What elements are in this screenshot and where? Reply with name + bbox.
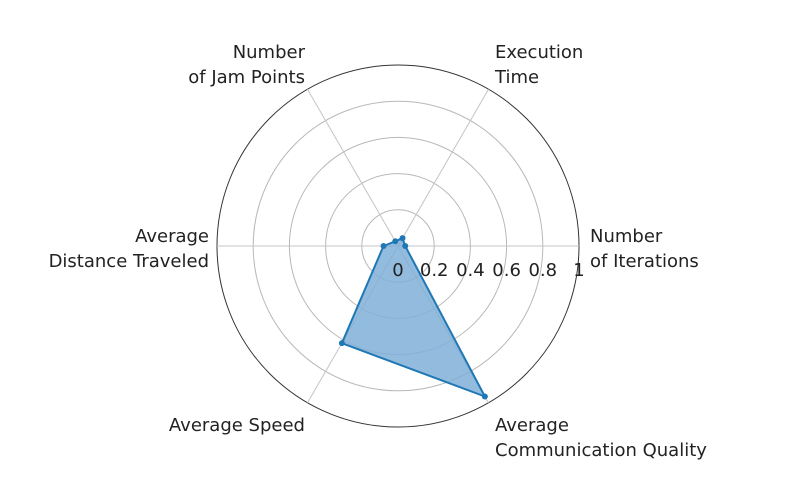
axis-label-line: Time <box>494 67 539 88</box>
axis-label-4: Average Speed <box>169 415 305 436</box>
axis-label-line: Communication Quality <box>495 440 707 461</box>
radial-tick-5: 1 <box>573 260 584 281</box>
data-point-3 <box>380 243 387 249</box>
data-point-2 <box>392 238 399 245</box>
axis-label-line: of Iterations <box>590 251 699 272</box>
data-point-4 <box>338 340 345 347</box>
axis-label-line: Average Speed <box>169 415 305 436</box>
radar-series <box>338 235 488 400</box>
radial-tick-labels: 0 0.2 0.4 0.6 0.8 1 <box>392 260 584 281</box>
radial-tick-3: 0.6 <box>492 260 521 281</box>
radial-tick-1: 0.2 <box>420 260 449 281</box>
axis-label-5: Average Communication Quality <box>495 415 707 461</box>
data-point-0 <box>402 243 409 249</box>
axis-label-line: of Jam Points <box>188 67 305 88</box>
axis-spoke-1 <box>397 88 489 247</box>
axis-spoke-2 <box>307 88 399 247</box>
axis-label-line: Average <box>495 415 569 436</box>
data-point-1 <box>399 235 406 242</box>
axis-label-0: Number of Iterations <box>590 226 699 272</box>
axis-label-2: Number of Jam Points <box>188 42 305 88</box>
axis-label-line: Number <box>233 42 306 63</box>
axis-label-line: Execution <box>495 42 583 63</box>
radial-tick-4: 0.8 <box>528 260 557 281</box>
series-area-0 <box>341 238 485 397</box>
axis-label-1: Execution Time <box>494 42 583 88</box>
axis-label-line: Average <box>135 226 209 247</box>
data-point-5 <box>481 393 488 400</box>
axis-label-3: Average Distance Traveled <box>49 226 209 272</box>
radial-tick-0: 0 <box>392 260 403 281</box>
axis-labels: Number of Iterations Execution Time Number of… <box>49 42 708 461</box>
radial-tick-2: 0.4 <box>456 260 485 281</box>
axis-label-line: Distance Traveled <box>49 251 209 272</box>
axis-label-line: Number <box>590 226 663 247</box>
